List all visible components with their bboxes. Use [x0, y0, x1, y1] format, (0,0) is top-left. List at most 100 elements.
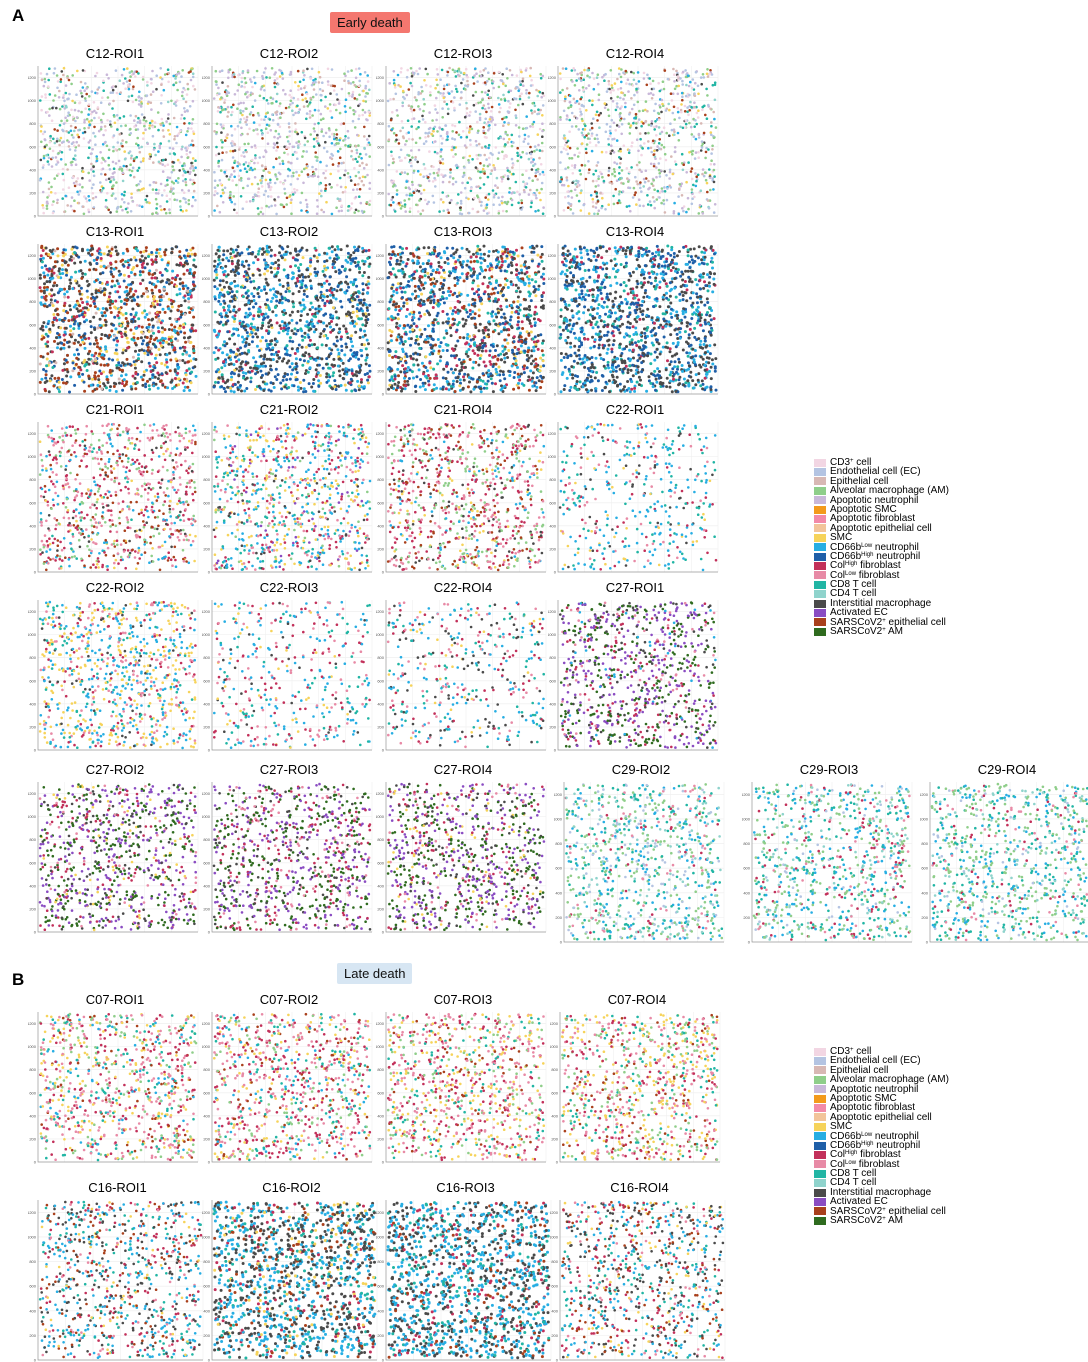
y-tick-label: 1200 [742, 792, 751, 797]
y-tick-label: 800 [743, 841, 750, 846]
legend-swatch [814, 1189, 826, 1197]
legend-swatch [814, 581, 826, 589]
legend-label: SARSCoV2+ AM [830, 627, 903, 636]
y-tick-label: 1200 [548, 253, 557, 258]
legend-swatch [814, 1179, 826, 1187]
y-tick-label: 1200 [202, 431, 211, 436]
y-tick-label: 200 [377, 1333, 384, 1338]
panel-title: C07-ROI3 [376, 992, 550, 1007]
y-tick-label: 400 [29, 167, 36, 172]
legend-swatch [814, 1207, 826, 1215]
y-tick-label: 400 [29, 883, 36, 888]
y-tick-label: 1200 [202, 791, 211, 796]
y-tick-label: 0 [34, 1160, 37, 1165]
y-tick-label: 200 [29, 1333, 36, 1338]
legend-swatch [814, 562, 826, 570]
y-tick-label: 0 [382, 570, 385, 575]
y-tick-label: 800 [377, 1259, 384, 1264]
y-tick-label: 200 [377, 906, 384, 911]
y-tick-label: 200 [203, 190, 210, 195]
y-tick-label: 800 [29, 655, 36, 660]
y-tick-label: 0 [382, 748, 385, 753]
y-tick-label: 200 [29, 190, 36, 195]
y-tick-label: 1200 [202, 1021, 211, 1026]
y-tick-label: 1000 [548, 98, 557, 103]
y-tick-label: 1200 [202, 1210, 211, 1215]
y-tick-label: 0 [208, 1160, 211, 1165]
y-tick-label: 0 [208, 1358, 211, 1362]
y-tick-label: 0 [208, 570, 211, 575]
y-tick-label: 800 [549, 299, 556, 304]
panel-title: C12-ROI1 [28, 46, 202, 61]
y-tick-label: 200 [549, 546, 556, 551]
legend-swatch [814, 1198, 826, 1206]
legend-swatch [814, 515, 826, 523]
y-tick-label: 1000 [202, 1044, 211, 1049]
y-tick-label: 600 [921, 866, 928, 871]
y-tick-label: 1000 [376, 1044, 385, 1049]
y-tick-label: 800 [549, 477, 556, 482]
y-tick-label: 1200 [376, 1021, 385, 1026]
legend-swatch [814, 1217, 826, 1225]
y-tick-label: 1000 [548, 632, 557, 637]
y-tick-label: 1200 [28, 431, 37, 436]
y-tick-label: 600 [203, 144, 210, 149]
panel-title: C21-ROI4 [376, 402, 550, 417]
y-tick-label: 0 [382, 1358, 385, 1362]
y-tick-label: 400 [377, 1308, 384, 1313]
legend-swatch [814, 628, 826, 636]
y-tick-label: 800 [203, 837, 210, 842]
legend-swatch [814, 1170, 826, 1178]
legend-swatch [814, 1085, 826, 1093]
y-tick-label: 600 [203, 322, 210, 327]
y-tick-label: 800 [549, 655, 556, 660]
y-tick-label: 600 [29, 500, 36, 505]
y-tick-label: 0 [554, 748, 557, 753]
legend-swatch [814, 506, 826, 514]
y-tick-label: 200 [743, 915, 750, 920]
panel-title: C27-ROI4 [376, 762, 550, 777]
y-tick-label: 600 [743, 866, 750, 871]
panel-title: C07-ROI2 [202, 992, 376, 1007]
y-tick-label: 1000 [28, 276, 37, 281]
y-tick-label: 800 [203, 121, 210, 126]
y-tick-label: 800 [377, 121, 384, 126]
panel-title: C22-ROI4 [376, 580, 550, 595]
y-tick-label: 1000 [202, 98, 211, 103]
y-tick-label: 1000 [28, 1044, 37, 1049]
panel-title: C12-ROI2 [202, 46, 376, 61]
y-tick-label: 0 [382, 392, 385, 397]
y-tick-label: 400 [203, 167, 210, 172]
y-tick-label: 600 [377, 1090, 384, 1095]
y-tick-label: 1000 [376, 276, 385, 281]
y-tick-label: 200 [203, 546, 210, 551]
y-tick-label: 200 [377, 724, 384, 729]
y-tick-label: 1000 [376, 1234, 385, 1239]
y-tick-label: 600 [377, 678, 384, 683]
y-tick-label: 200 [551, 1333, 558, 1338]
y-tick-label: 1000 [548, 454, 557, 459]
panel-title: C07-ROI1 [28, 992, 202, 1007]
